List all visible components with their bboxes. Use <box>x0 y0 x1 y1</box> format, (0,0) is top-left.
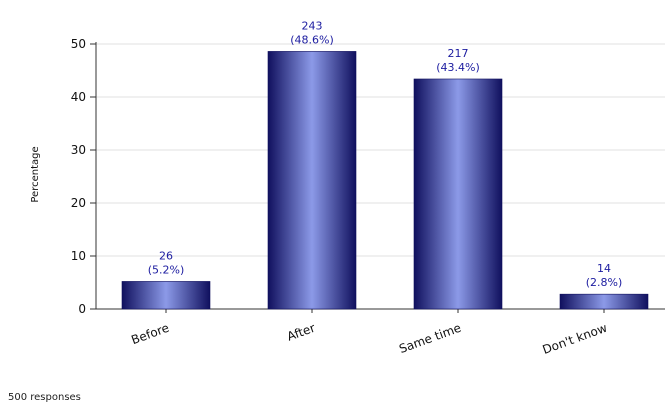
x-tick-label: Before <box>129 321 171 348</box>
bar-percent-label: (43.4%) <box>436 61 480 74</box>
y-tick-label: 0 <box>78 302 86 316</box>
bar-count-label: 243 <box>302 19 323 32</box>
data-labels: 26(5.2%) 243(48.6%) 217(43.4%) 14(2.8%) <box>148 19 623 289</box>
bar-percent-label: (2.8%) <box>586 276 623 289</box>
y-tick-label: 40 <box>71 90 86 104</box>
bar-count-label: 26 <box>159 249 173 262</box>
x-tick-label: After <box>285 321 317 344</box>
bar <box>414 79 502 309</box>
bars <box>122 51 648 309</box>
bar-percent-label: (5.2%) <box>148 263 185 276</box>
y-tick-label: 20 <box>71 196 86 210</box>
bar <box>122 281 210 309</box>
y-tick-label: 50 <box>71 37 86 51</box>
bar-count-label: 217 <box>448 47 469 60</box>
responses-footnote: 500 responses <box>8 392 81 403</box>
bar <box>560 294 648 309</box>
x-tick-label: Same time <box>397 321 463 356</box>
y-tick-label: 30 <box>71 143 86 157</box>
y-axis-title: Percentage <box>30 146 41 202</box>
grid-lines <box>96 44 665 256</box>
bar <box>268 51 356 309</box>
bar-percent-label: (48.6%) <box>290 33 334 46</box>
x-tick-label: Don't know <box>541 321 610 357</box>
y-tick-label: 10 <box>71 249 86 263</box>
bar-count-label: 14 <box>597 262 611 275</box>
